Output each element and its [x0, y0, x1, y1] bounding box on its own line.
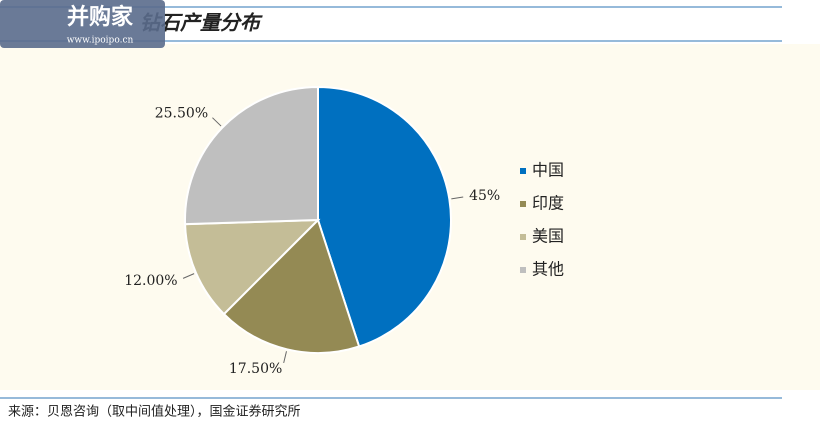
- source-note: 来源：贝恩咨询（取中间值处理），国金证券研究所: [8, 404, 301, 420]
- legend-swatch: [520, 168, 526, 174]
- pie-slice: [184, 85, 319, 226]
- data-label: 17.50%: [229, 361, 282, 377]
- pie-slice: [184, 218, 321, 316]
- legend-label: 其他: [532, 260, 564, 279]
- leader-line: [283, 351, 287, 364]
- legend-swatch: [520, 201, 526, 207]
- watermark-name: 并购家: [67, 4, 134, 30]
- leader-line: [212, 117, 222, 127]
- legend-label: 印度: [532, 194, 564, 213]
- legend-swatch: [520, 234, 526, 240]
- leader-line: [451, 196, 464, 200]
- watermark-box: [0, 0, 165, 48]
- watermark-url: www.ipoipo.cn: [67, 36, 134, 46]
- data-label: 45%: [469, 188, 500, 204]
- legend-label: 中国: [532, 161, 564, 180]
- legend-label: 美国: [532, 227, 564, 246]
- legend-swatch: [520, 267, 526, 273]
- leader-line: [182, 273, 195, 279]
- pie-slice: [317, 85, 452, 348]
- data-label: 12.00%: [124, 273, 177, 289]
- pie-slice: [222, 218, 361, 354]
- data-label: 25.50%: [155, 106, 208, 122]
